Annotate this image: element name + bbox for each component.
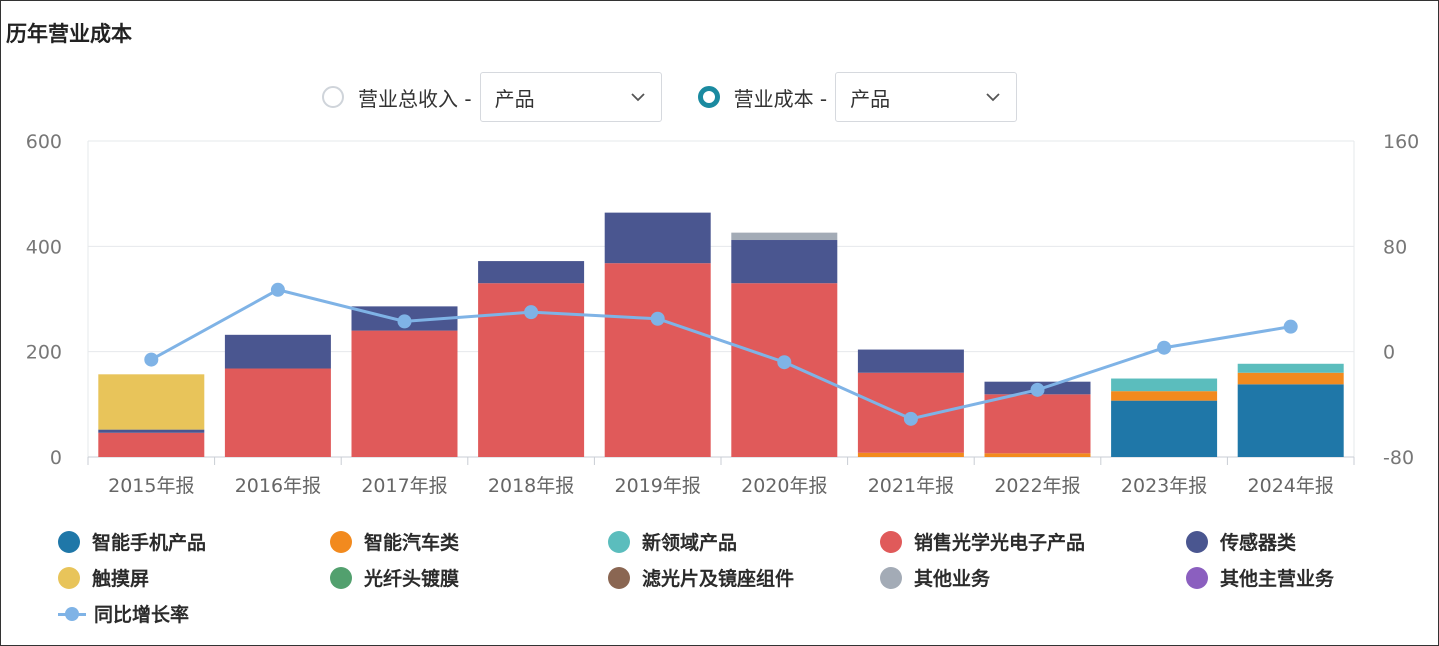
- legend-item-growth-rate[interactable]: 同比增长率: [58, 600, 189, 627]
- bar-segment: [1237, 372, 1344, 385]
- cost-select-value: 产品: [850, 86, 891, 111]
- legend-item[interactable]: 新领域产品: [608, 528, 737, 555]
- bar-segment: [98, 432, 205, 457]
- legend-item[interactable]: 光纤头镀膜: [330, 564, 459, 591]
- bar-segment: [351, 330, 458, 457]
- legend-swatch: [608, 566, 630, 589]
- right-tick-label: -80: [1383, 447, 1414, 469]
- right-tick-label: 160: [1383, 131, 1419, 153]
- x-tick-label: 2020年报: [741, 475, 827, 497]
- x-tick-label: 2018年报: [488, 475, 574, 497]
- x-tick-label: 2015年报: [108, 475, 194, 497]
- legend-label: 新领域产品: [642, 532, 738, 554]
- x-tick-label: 2016年报: [235, 475, 321, 497]
- right-tick-label: 0: [1383, 342, 1395, 364]
- legend-swatch: [1186, 530, 1208, 553]
- bar-segment: [731, 283, 838, 457]
- growth-rate-line: [150, 288, 1291, 421]
- growth-rate-point: [650, 311, 665, 326]
- legend-label: 销售光学光电子产品: [914, 532, 1086, 554]
- x-tick-label: 2021年报: [868, 475, 954, 497]
- legend-swatch: [880, 530, 902, 553]
- bar-segment: [478, 261, 585, 284]
- legend-item[interactable]: 其他主营业务: [1186, 564, 1334, 591]
- bar-segment: [1111, 400, 1218, 457]
- legend-label: 触摸屏: [92, 568, 150, 590]
- x-tick-label: 2024年报: [1248, 475, 1334, 497]
- bar-segment: [604, 263, 711, 457]
- revenue-radio[interactable]: [322, 86, 344, 108]
- bar-segment: [1111, 391, 1218, 401]
- bar-segment: [984, 453, 1091, 457]
- legend-label: 智能汽车类: [364, 532, 460, 554]
- left-tick-label: 200: [26, 342, 62, 364]
- bar-segment: [224, 368, 331, 457]
- legend-item[interactable]: 智能汽车类: [330, 528, 459, 555]
- revenue-select[interactable]: 产品: [479, 72, 662, 122]
- legend-item[interactable]: 触摸屏: [58, 564, 149, 591]
- revenue-select-value: 产品: [494, 86, 535, 111]
- legend-line-key: [58, 603, 86, 625]
- cost-radio[interactable]: [697, 86, 720, 108]
- legend-label: 其他业务: [914, 568, 991, 590]
- legend-item[interactable]: 传感器类: [1186, 528, 1296, 555]
- bar-segment: [857, 452, 964, 457]
- legend-item[interactable]: 智能手机产品: [58, 528, 206, 555]
- x-tick-label: 2022年报: [994, 475, 1080, 497]
- metric-controls: 营业总收入 - 产品 营业成本 - 产品: [322, 72, 1018, 122]
- legend-label: 传感器类: [1220, 532, 1297, 554]
- legend-label: 滤光片及镜座组件: [642, 568, 795, 590]
- bar-segment: [1237, 363, 1344, 373]
- growth-rate-point: [1030, 382, 1045, 397]
- chevron-down-icon: [986, 93, 1000, 102]
- cost-select[interactable]: 产品: [835, 72, 1018, 122]
- bar-segment: [731, 232, 838, 241]
- bar-segment: [98, 374, 205, 430]
- legend-swatch: [330, 530, 352, 553]
- legend-swatch: [608, 530, 630, 553]
- legend-item[interactable]: 其他业务: [880, 564, 990, 591]
- left-tick-label: 600: [26, 131, 62, 153]
- growth-rate-point: [1283, 319, 1298, 334]
- bar-segment: [224, 334, 331, 369]
- bar-segment: [857, 349, 964, 373]
- growth-rate-point: [903, 411, 918, 426]
- bar-segment: [1111, 378, 1218, 392]
- chevron-down-icon: [630, 93, 645, 102]
- legend-swatch: [1186, 566, 1208, 589]
- growth-rate-point: [777, 355, 792, 370]
- legend-item[interactable]: 滤光片及镜座组件: [608, 564, 794, 591]
- legend-swatch: [58, 566, 80, 589]
- legend-swatch: [330, 566, 352, 589]
- growth-rate-point: [270, 282, 285, 297]
- bar-segment: [731, 240, 838, 284]
- legend-item[interactable]: 销售光学光电子产品: [880, 528, 1085, 555]
- growth-rate-point: [144, 352, 159, 367]
- legend-swatch: [58, 530, 80, 553]
- left-tick-label: 0: [50, 447, 62, 469]
- legend-label: 光纤头镀膜: [364, 568, 460, 590]
- page-title: 历年营业成本: [6, 22, 132, 46]
- legend-label: 智能手机产品: [92, 532, 207, 554]
- bar-segment: [984, 394, 1091, 454]
- left-tick-label: 400: [26, 236, 62, 258]
- x-tick-label: 2023年报: [1121, 475, 1207, 497]
- right-tick-label: 80: [1383, 236, 1407, 258]
- growth-rate-point: [397, 314, 412, 329]
- bar-segment: [1237, 384, 1344, 457]
- bar-segment: [98, 429, 205, 433]
- growth-rate-point: [1157, 340, 1172, 355]
- cost-chart: 0 200 400 600 -80 0 80 160 2015年报 2016年报 2017年报 201…: [26, 131, 1420, 497]
- bar-segment: [604, 212, 711, 264]
- growth-rate-point: [524, 305, 539, 320]
- legend-label: 同比增长率: [94, 604, 190, 626]
- legend-label: 其他主营业务: [1220, 568, 1335, 590]
- x-tick-label: 2017年报: [361, 475, 447, 497]
- cost-radio-label[interactable]: 营业成本 -: [733, 86, 828, 111]
- legend-swatch: [880, 566, 902, 589]
- revenue-radio-label[interactable]: 营业总收入 -: [358, 86, 472, 111]
- x-tick-label: 2019年报: [615, 475, 701, 497]
